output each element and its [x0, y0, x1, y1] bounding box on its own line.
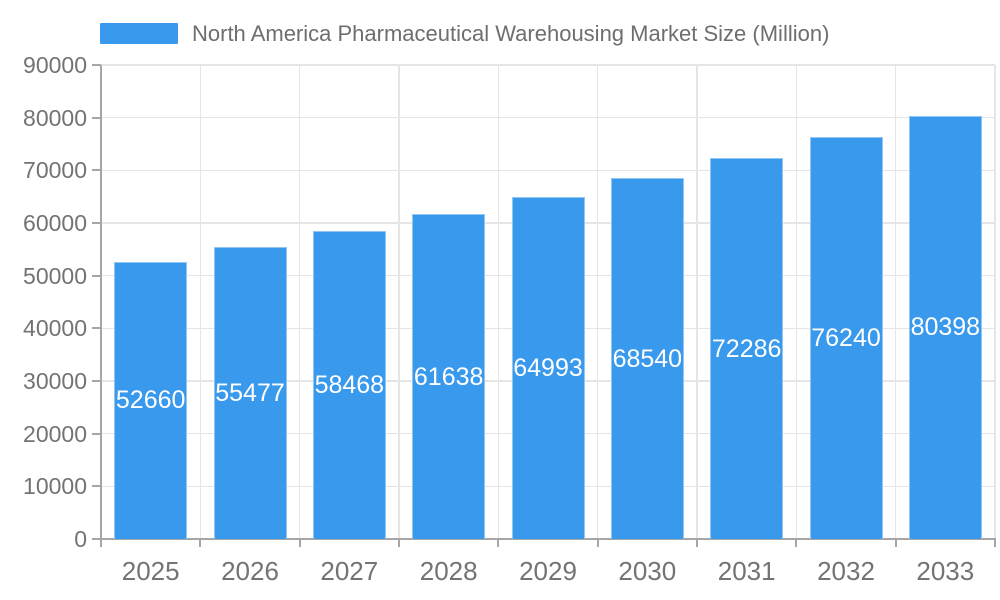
x-axis-tick	[497, 539, 500, 547]
x-axis-line	[100, 538, 996, 540]
y-axis-tick	[92, 327, 101, 330]
gridline-vertical	[298, 65, 301, 539]
y-axis-tick	[92, 64, 101, 66]
gridline-vertical	[398, 65, 400, 539]
gridline-vertical	[596, 65, 599, 539]
bar	[412, 214, 486, 539]
bar	[908, 115, 982, 539]
bar-value-label: 76240	[811, 324, 881, 353]
bar	[114, 261, 188, 539]
bar-value-label: 68540	[612, 344, 683, 373]
gridline-vertical	[199, 65, 202, 539]
y-tick-label: 20000	[23, 420, 87, 447]
bar	[809, 137, 883, 539]
x-tick-label: 2028	[419, 556, 478, 586]
bar-value-label: 58468	[314, 371, 385, 400]
y-axis-tick	[92, 116, 101, 119]
y-tick-label: 80000	[23, 104, 87, 131]
bar-value-label: 61638	[413, 362, 484, 391]
x-tick-label: 2029	[519, 556, 577, 586]
x-axis-tick	[596, 539, 599, 547]
y-axis-tick	[92, 432, 101, 435]
y-tick-label: 60000	[23, 210, 87, 236]
legend-swatch	[100, 23, 178, 44]
bar-value-label: 72286	[711, 334, 782, 363]
bar	[610, 178, 684, 539]
bar-value-label: 80398	[910, 313, 981, 342]
x-axis-tick	[100, 539, 102, 547]
x-tick-label: 2033	[916, 556, 975, 586]
x-tick-label: 2027	[320, 556, 379, 586]
gridline-vertical	[795, 65, 798, 539]
x-axis-tick	[398, 539, 400, 547]
y-axis-tick	[92, 380, 101, 382]
x-axis-tick	[199, 539, 202, 547]
x-tick-label: 2031	[717, 556, 776, 586]
y-tick-label: 70000	[23, 157, 87, 184]
y-tick-label: 0	[74, 526, 87, 552]
x-axis-tick	[994, 539, 996, 547]
bar	[710, 158, 784, 539]
bar-value-label: 52660	[115, 386, 186, 415]
bar	[213, 246, 287, 539]
gridline-vertical	[497, 65, 500, 539]
x-tick-label: 2026	[221, 556, 279, 586]
gridline-vertical	[894, 65, 897, 539]
plot-area: 0 10000 20000 30000 40000 50000 60000 70000 8000…	[23, 52, 996, 586]
y-axis-tick	[92, 538, 101, 540]
gridline-horizontal	[101, 116, 995, 119]
x-tick-label: 2025	[121, 556, 180, 586]
x-axis-tick	[795, 539, 798, 547]
x-tick-label: 2032	[817, 556, 875, 586]
y-tick-label: 10000	[23, 473, 87, 500]
bar	[511, 196, 585, 539]
y-axis-tick	[92, 222, 101, 224]
gridline-horizontal	[101, 64, 995, 66]
y-axis-tick	[92, 169, 101, 172]
y-tick-label: 30000	[23, 368, 87, 394]
gridline-vertical	[994, 65, 996, 539]
x-axis-tick	[894, 539, 897, 547]
x-tick-label: 2030	[618, 556, 677, 586]
x-axis-tick	[696, 539, 698, 547]
y-tick-label: 40000	[23, 315, 87, 342]
y-axis-tick	[92, 485, 101, 488]
legend-label: North America Pharmaceutical Warehousing…	[192, 20, 830, 46]
bar-value-label: 55477	[215, 378, 285, 407]
y-axis-line	[100, 65, 102, 547]
x-axis-tick	[298, 539, 301, 547]
gridline-vertical	[696, 65, 698, 539]
y-axis-tick	[92, 274, 101, 277]
gridline-horizontal	[101, 169, 995, 172]
bar	[312, 231, 386, 539]
bar-value-label: 64993	[513, 353, 583, 382]
y-tick-label: 90000	[23, 52, 87, 78]
chart-legend[interactable]: North America Pharmaceutical Warehousing…	[100, 20, 829, 47]
y-tick-label: 50000	[23, 262, 87, 289]
